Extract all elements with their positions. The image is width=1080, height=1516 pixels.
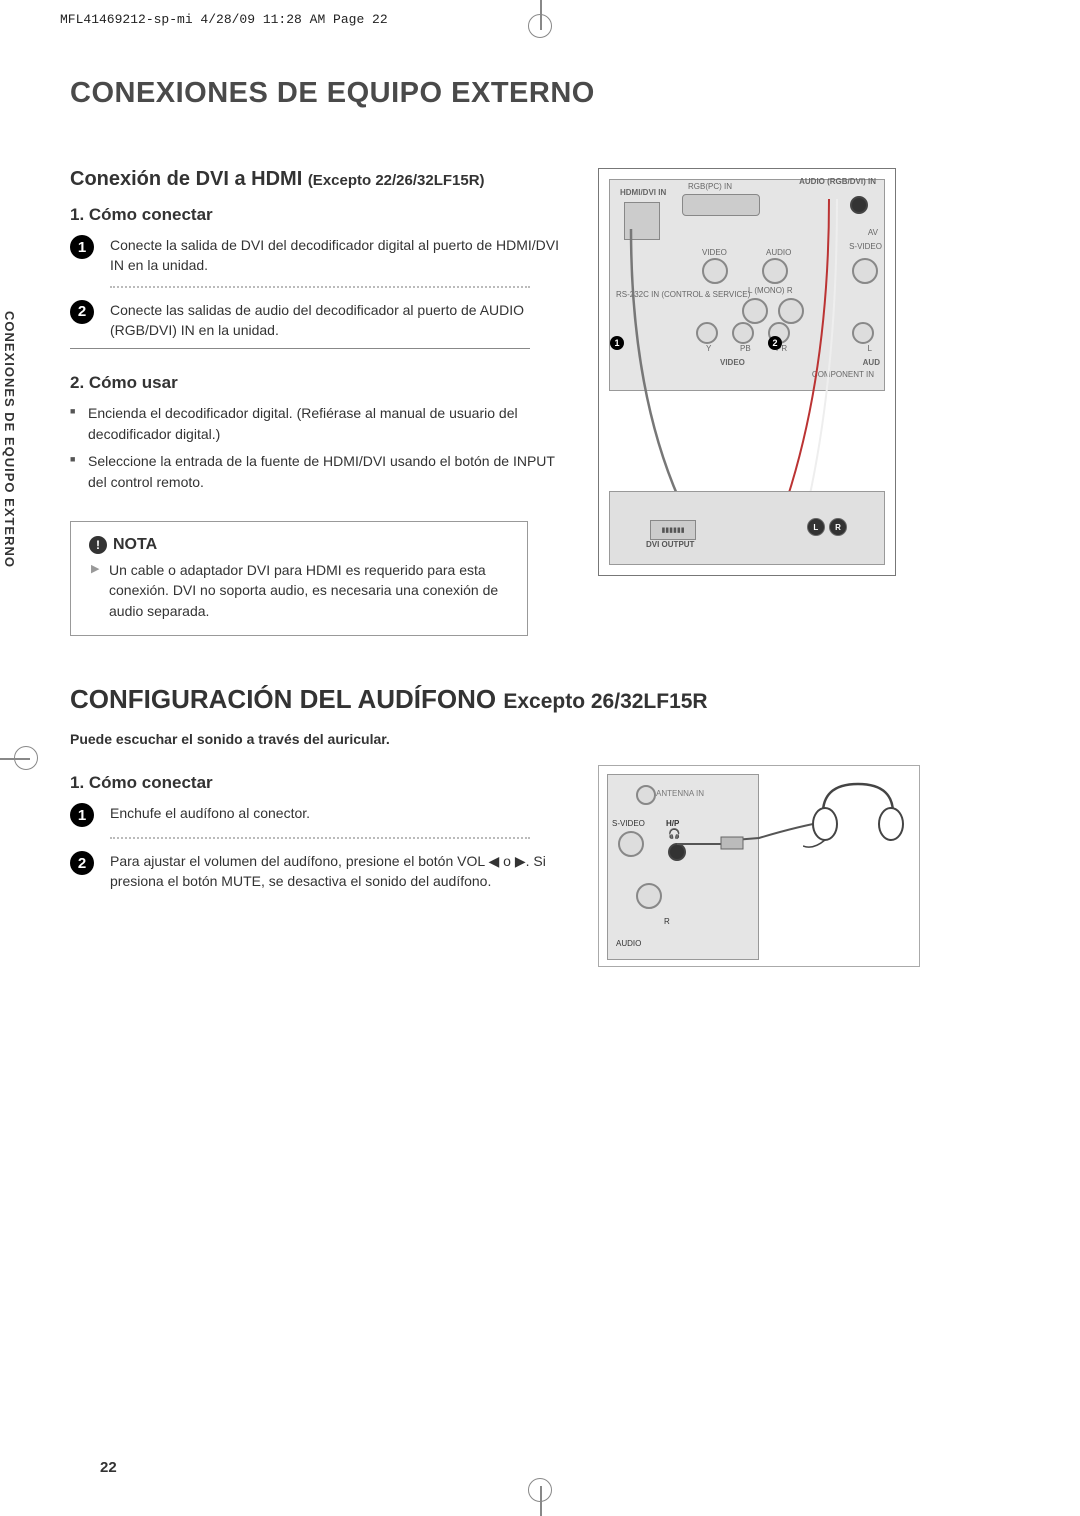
decoder-jacks: L R: [806, 518, 848, 536]
hp-step-2: 2 Para ajustar el volumen del audífono, …: [70, 851, 570, 892]
mono-r-icon: [778, 298, 804, 324]
hdmi-port-icon: [624, 202, 660, 240]
page-number: 22: [100, 1459, 117, 1476]
video-label: VIDEO: [702, 248, 727, 257]
hp-diagram: ANTENNA IN S-VIDEO H/P 🎧 R AUDIO: [598, 765, 920, 967]
audio-jack-icon: [850, 196, 868, 214]
decoder-box: ▮▮▮▮▮▮ DVI OUTPUT L R: [609, 491, 885, 565]
dvi-step-2-text: Conecte las salidas de audio del decodif…: [110, 300, 570, 341]
separator-solid: [70, 348, 530, 349]
nota-box: ! NOTA Un cable o adaptador DVI para HDM…: [70, 521, 528, 636]
dvi-step-1: 1 Conecte la salida de DVI del decodific…: [70, 235, 570, 276]
audio-port-icon: [762, 258, 788, 284]
comp-l-icon: [852, 322, 874, 344]
dvi-section-title: Conexión de DVI a HDMI (Excepto 22/26/32…: [70, 168, 570, 191]
av-label: AV: [868, 228, 878, 237]
aud-label: AUD: [863, 358, 880, 367]
y-label: Y: [706, 344, 711, 353]
dvi-use-item: Encienda el decodificador digital. (Refi…: [70, 403, 570, 445]
dvi-port-icon: ▮▮▮▮▮▮: [650, 520, 696, 540]
crop-circle-left: [14, 746, 38, 770]
dvi-section-row: Conexión de DVI a HDMI (Excepto 22/26/32…: [70, 168, 1010, 636]
video-comp-label: VIDEO: [720, 358, 745, 367]
rgb-label: RGB(PC) IN: [688, 182, 732, 191]
dvi-use-list: Encienda el decodificador digital. (Refi…: [70, 403, 570, 493]
page-title: CONEXIONES DE EQUIPO EXTERNO: [70, 77, 1010, 110]
step-badge-2: 2: [70, 300, 94, 324]
separator-dotted: [110, 837, 530, 839]
dvi-title-sub: (Excepto 22/26/32LF15R): [308, 172, 485, 189]
hp-step-2-text: Para ajustar el volumen del audífono, pr…: [110, 851, 570, 892]
hp-step-1-text: Enchufe el audífono al conector.: [110, 803, 310, 823]
nota-title: ! NOTA: [89, 536, 509, 554]
audio-rgb-label: AUDIO (RGB/DVI) IN: [799, 178, 876, 186]
video-port-icon: [702, 258, 728, 284]
separator-dotted: [110, 286, 530, 288]
nota-title-text: NOTA: [113, 536, 157, 554]
hp-intro: Puede escuchar el sonido a través del au…: [70, 731, 1010, 747]
mono-l-icon: [742, 298, 768, 324]
dvi-how-connect: 1. Cómo conectar: [70, 205, 570, 225]
pb-port-icon: [732, 322, 754, 344]
rgb-port-icon: [682, 194, 760, 216]
dvi-step-1-text: Conecte la salida de DVI del decodificad…: [110, 235, 570, 276]
hp-section-title: CONFIGURACIÓN DEL AUDÍFONO Excepto 26/32…: [70, 684, 1010, 715]
hdmi-label: HDMI/DVI IN: [620, 188, 666, 197]
step-badge-1: 1: [70, 235, 94, 259]
audio-label: AUDIO: [766, 248, 791, 257]
step-badge-2: 2: [70, 851, 94, 875]
dvi-title-main: Conexión de DVI a HDMI: [70, 168, 308, 190]
svideo-port-icon: [852, 258, 878, 284]
dvi-output-label: DVI OUTPUT: [646, 540, 694, 549]
hp-title-sub: Excepto 26/32LF15R: [503, 690, 707, 713]
crop-circle-bottom: [528, 1478, 552, 1502]
info-icon: !: [89, 536, 107, 554]
headphone-section: CONFIGURACIÓN DEL AUDÍFONO Excepto 26/32…: [70, 684, 1010, 967]
y-port-icon: [696, 322, 718, 344]
crop-circle-top: [528, 14, 552, 38]
dvi-use-item: Seleccione la entrada de la fuente de HD…: [70, 451, 570, 493]
dvi-how-use: 2. Cómo usar: [70, 373, 570, 393]
dvi-step-2: 2 Conecte las salidas de audio del decod…: [70, 300, 570, 341]
headphones-drawing-icon: [803, 772, 913, 852]
component-label: COMPONENT IN: [812, 370, 874, 379]
hp-title-main: CONFIGURACIÓN DEL AUDÍFONO: [70, 684, 503, 714]
hp-step-1: 1 Enchufe el audífono al conector.: [70, 803, 570, 827]
jack-l-icon: L: [807, 518, 825, 536]
mono-label: L (MONO) R: [748, 286, 793, 295]
step-badge-1: 1: [70, 803, 94, 827]
diagram-badge-2: 2: [768, 336, 782, 350]
pb-label: PB: [740, 344, 751, 353]
side-tab-label: CONEXIONES DE EQUIPO EXTERNO: [0, 305, 19, 597]
hp-how-connect: 1. Cómo conectar: [70, 773, 570, 793]
l-label: L: [868, 344, 872, 353]
rs232-label: RS-232C IN (CONTROL & SERVICE): [616, 290, 750, 299]
diagram-badge-1: 1: [610, 336, 624, 350]
jack-r-icon: R: [829, 518, 847, 536]
nota-text: Un cable o adaptador DVI para HDMI es re…: [89, 560, 509, 621]
svideo-label: S-VIDEO: [849, 242, 882, 251]
dvi-diagram: HDMI/DVI IN RGB(PC) IN AUDIO (RGB/DVI) I…: [598, 168, 896, 576]
